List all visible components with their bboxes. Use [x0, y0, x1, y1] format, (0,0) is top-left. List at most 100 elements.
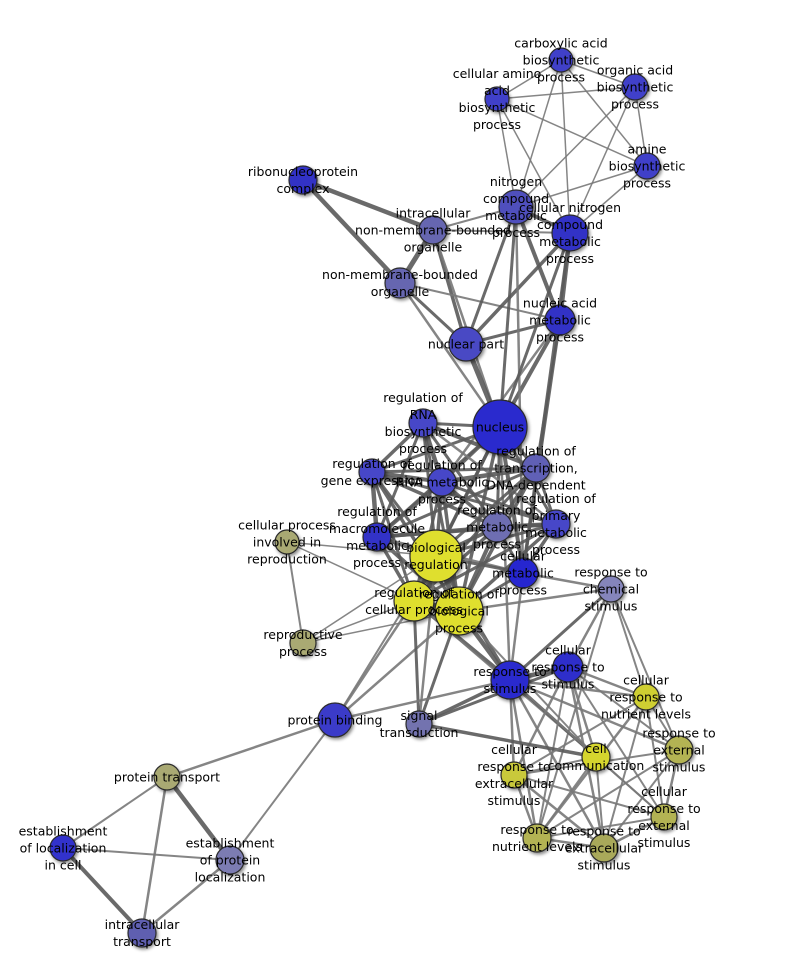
edge-organic_acid_biosynthetic--cellular_nitrogen_compound_metabolic	[569, 86, 636, 234]
edge-protein_binding--protein_transport	[166, 718, 336, 779]
edge-reg_biological_process--protein_binding	[334, 610, 460, 721]
node-cellular_process_reproduction[interactable]	[274, 529, 300, 555]
node-intracellular_transport[interactable]	[127, 918, 157, 948]
edge-response_nutrient_levels--cellular_response_external	[536, 816, 665, 839]
node-carboxylic_acid_biosynthetic[interactable]	[548, 47, 574, 73]
edge-est_localization_in_cell--intracellular_transport	[61, 846, 144, 935]
edge-protein_transport--est_localization_in_cell	[62, 776, 168, 849]
edge-response_stimulus--response_nutrient_levels	[508, 679, 539, 839]
edge-response_external_stimulus--response_nutrient_levels	[536, 749, 680, 839]
node-intracellular_nmb_organelle[interactable]	[418, 215, 448, 245]
node-cellular_response_extracellular[interactable]	[500, 761, 528, 789]
edge-cellular_response_extracellular--response_extracellular	[513, 774, 605, 849]
label-layer: carboxylic acid biosynthetic processcellul…	[19, 36, 716, 950]
node-response_extracellular[interactable]	[589, 833, 619, 863]
node-reg_transcription_dna[interactable]	[521, 453, 551, 483]
edge-est_protein_localization--intracellular_transport	[141, 859, 231, 934]
edge-reg_cellular_process--protein_binding	[333, 600, 416, 721]
edge-response_external_stimulus--response_extracellular	[603, 749, 680, 849]
node-nitrogen_compound_metabolic[interactable]	[498, 189, 534, 225]
node-reg_biological_process[interactable]	[434, 586, 484, 636]
edge-signal_transduction--cell_communication	[418, 722, 597, 759]
node-cellular_response_external[interactable]	[650, 803, 678, 831]
edge-cellular_amino_acid_biosynthetic--amine_biosynthetic	[496, 98, 648, 167]
edge-reg_gene_expression--reg_metabolic	[371, 470, 498, 529]
node-est_protein_localization[interactable]	[215, 845, 245, 875]
edge-cellular_response_nutrient_levels--cellular_response_extracellular	[513, 696, 647, 776]
node-cell_communication[interactable]	[581, 742, 611, 772]
edge-response_stimulus--cellular_response_nutrient_levels	[509, 678, 647, 699]
node-response_nutrient_levels[interactable]	[522, 823, 552, 853]
edge-cellular_amino_acid_biosynthetic--nitrogen_compound_metabolic	[496, 98, 517, 208]
edge-nitrogen_compound_metabolic--nucleus	[498, 206, 518, 428]
node-nucleus[interactable]	[472, 399, 528, 455]
node-response_external_stimulus[interactable]	[664, 735, 694, 765]
node-response_stimulus[interactable]	[490, 660, 530, 700]
node-protein_binding[interactable]	[317, 702, 353, 738]
edge-reg_transcription_dna--reg_gene_expression	[371, 466, 537, 474]
edge-nmb_organelle--nucleus	[398, 282, 502, 428]
edge-carboxylic_acid_biosynthetic--amine_biosynthetic	[560, 59, 648, 167]
edge-reg_rna_biosynthetic--reg_metabolic	[421, 422, 499, 528]
edge-carboxylic_acid_biosynthetic--nitrogen_compound_metabolic	[515, 59, 562, 208]
edge-response_stimulus--response_external_stimulus	[509, 678, 680, 752]
edge-reg_cellular_process--cellular_process_reproduction	[286, 541, 415, 602]
node-organic_acid_biosynthetic[interactable]	[621, 73, 649, 101]
edge-cellular_response_stimulus--cell_communication	[566, 666, 598, 758]
edge-reg_rna_metabolic--reg_primary_metabolic	[441, 480, 557, 526]
node-reg_primary_metabolic[interactable]	[541, 509, 571, 539]
edge-amine_biosynthetic--nitrogen_compound_metabolic	[515, 165, 648, 208]
node-cellular_nitrogen_compound_metabolic[interactable]	[551, 214, 589, 252]
edge-nucleic_acid_metabolic--nitrogen_compound_metabolic	[514, 206, 562, 321]
edge-cellular_process_reproduction--reproductive_process	[286, 541, 304, 644]
node-reg_cellular_process[interactable]	[393, 580, 435, 622]
edge-cell_communication--cellular_response_external	[595, 756, 665, 818]
edge-cell_communication--response_extracellular	[595, 756, 605, 849]
edge-protein_binding--est_protein_localization	[229, 719, 336, 861]
edge-response_chemical_stimulus--response_external_stimulus	[610, 588, 680, 751]
edge-response_chemical_stimulus--cellular_response_nutrient_levels	[610, 588, 647, 698]
edge-cellular_response_stimulus--signal_transduction	[418, 665, 569, 726]
edge-cell_communication--response_nutrient_levels	[536, 756, 597, 839]
edge-est_localization_in_cell--est_protein_localization	[62, 847, 231, 861]
node-est_localization_in_cell[interactable]	[49, 834, 77, 862]
edge-cellular_response_nutrient_levels--response_extracellular	[603, 696, 647, 849]
node-reg_metabolic[interactable]	[481, 511, 513, 543]
node-ribonucleoprotein_complex[interactable]	[288, 165, 318, 195]
node-cellular_metabolic[interactable]	[507, 557, 539, 589]
node-cellular_response_stimulus[interactable]	[552, 651, 584, 683]
node-nucleic_acid_metabolic[interactable]	[544, 304, 576, 336]
edge-reg_primary_metabolic--reg_cellular_process	[413, 522, 557, 603]
edge-cellular_amino_acid_biosynthetic--cellular_nitrogen_compound_metabolic	[496, 98, 571, 234]
edge-organic_acid_biosynthetic--nitrogen_compound_metabolic	[515, 86, 636, 208]
edge-cellular_amino_acid_biosynthetic--organic_acid_biosynthetic	[496, 86, 636, 100]
node-amine_biosynthetic[interactable]	[633, 152, 661, 180]
node-response_chemical_stimulus[interactable]	[597, 575, 625, 603]
node-nmb_organelle[interactable]	[384, 267, 416, 299]
node-signal_transduction[interactable]	[405, 710, 433, 738]
edge-protein_transport--est_protein_localization	[165, 775, 232, 862]
node-nuclear_part[interactable]	[448, 326, 484, 362]
node-reg_rna_metabolic[interactable]	[427, 467, 457, 497]
edge-ribonucleoprotein_complex--nmb_organelle	[301, 178, 402, 285]
edge-response_chemical_stimulus--response_stimulus	[508, 587, 613, 682]
edge-cellular_nitrogen_compound_metabolic--nucleus	[498, 232, 572, 428]
edge-cellular_response_stimulus--response_external_stimulus	[567, 666, 680, 751]
edge-intracellular_nmb_organelle--cellular_nitrogen_compound_metabolic	[432, 229, 571, 234]
edge-reg_rna_biosynthetic--reg_transcription_dna	[422, 421, 537, 470]
node-reg_rna_biosynthetic[interactable]	[408, 408, 438, 438]
edge-cellular_response_nutrient_levels--cellular_response_external	[645, 696, 665, 818]
node-biological_regulation[interactable]	[409, 529, 463, 583]
node-cellular_response_nutrient_levels[interactable]	[632, 683, 660, 711]
node-reproductive_process[interactable]	[289, 629, 317, 657]
node-protein_transport[interactable]	[153, 763, 181, 791]
edge-response_stimulus--response_extracellular	[508, 679, 606, 849]
node-reg_gene_expression[interactable]	[358, 458, 386, 486]
edge-layer	[61, 59, 681, 935]
edge-response_chemical_stimulus--response_nutrient_levels	[536, 588, 612, 839]
edge-reg_transcription_dna--reg_rna_metabolic	[441, 465, 537, 485]
node-cellular_amino_acid_biosynthetic[interactable]	[484, 86, 510, 112]
node-reg_macromolecule_metabolic[interactable]	[362, 522, 392, 552]
